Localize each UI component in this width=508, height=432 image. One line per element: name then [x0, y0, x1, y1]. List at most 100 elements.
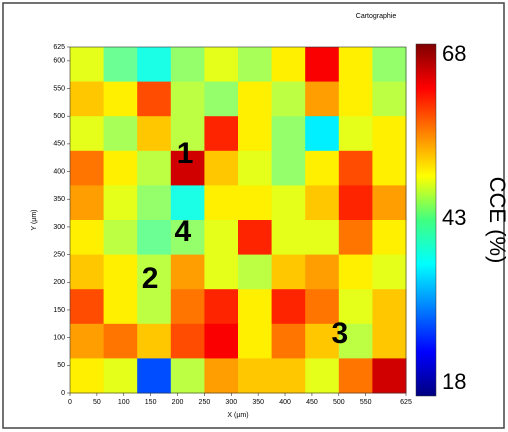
heat-cell	[305, 289, 340, 325]
heat-cell	[338, 358, 373, 394]
heat-cell	[305, 150, 340, 186]
heat-cell	[238, 358, 273, 394]
heat-cell	[372, 254, 407, 290]
x-tick-label: 350	[252, 399, 264, 406]
annotation: 4	[175, 215, 192, 248]
heat-cell	[271, 254, 306, 290]
heat-cell	[271, 150, 306, 186]
heat-cell	[137, 47, 172, 83]
heat-cell	[103, 150, 138, 186]
colorbar-label: CCE (%)	[485, 177, 508, 264]
heat-cell	[305, 254, 340, 290]
x-axis-label: X (µm)	[227, 412, 248, 419]
heat-cell	[305, 81, 340, 117]
heat-cell	[204, 323, 239, 359]
annotation: 3	[332, 317, 349, 350]
heat-cell	[372, 47, 407, 83]
x-tick-label: 450	[306, 399, 318, 406]
heat-cell	[103, 289, 138, 325]
x-tick-label: 100	[118, 399, 130, 406]
heat-cell	[137, 150, 172, 186]
heat-cell	[170, 254, 205, 290]
heat-cell	[204, 81, 239, 117]
heat-cell	[70, 150, 105, 186]
x-tick-label: 500	[333, 399, 345, 406]
y-tick-label: 500	[53, 113, 65, 120]
heat-cell	[70, 323, 105, 359]
y-tick-label: 200	[53, 279, 65, 286]
heat-cell	[238, 185, 273, 221]
heat-cell	[338, 47, 373, 83]
heat-cell	[170, 323, 205, 359]
x-tick-label: 50	[93, 399, 101, 406]
x-tick-label: 550	[360, 399, 372, 406]
heat-cell	[137, 185, 172, 221]
colorbar-tick-label: 18	[442, 369, 466, 394]
heat-cell	[338, 323, 373, 359]
heat-cell	[70, 254, 105, 290]
heat-cell	[305, 220, 340, 256]
x-tick-label: 250	[199, 399, 211, 406]
heat-cell	[170, 81, 205, 117]
heat-cell	[271, 289, 306, 325]
y-tick-label: 350	[53, 196, 65, 203]
annotation: 1	[177, 137, 194, 170]
heat-cell	[372, 150, 407, 186]
heat-cell	[103, 323, 138, 359]
y-tick-label: 100	[53, 334, 65, 341]
y-tick-label: 150	[53, 307, 65, 314]
heat-cell	[271, 185, 306, 221]
heat-cell	[338, 116, 373, 152]
x-tick-label: 150	[145, 399, 157, 406]
plot-frame	[69, 46, 407, 394]
heat-cell	[305, 358, 340, 394]
heat-cell	[204, 289, 239, 325]
heat-cell	[204, 150, 239, 186]
heat-cell	[170, 116, 205, 152]
heat-cell	[305, 47, 340, 83]
heat-cell	[238, 289, 273, 325]
heat-cell	[372, 220, 407, 256]
heat-cell	[238, 323, 273, 359]
heat-cell	[204, 220, 239, 256]
heat-cell	[103, 220, 138, 256]
heat-cell	[305, 185, 340, 221]
heat-cell	[271, 323, 306, 359]
heat-cell	[103, 358, 138, 394]
heat-cell	[204, 358, 239, 394]
annotation: 2	[142, 262, 159, 295]
y-tick-label: 625	[53, 44, 65, 51]
heat-cell	[137, 254, 172, 290]
heat-cell	[372, 116, 407, 152]
heat-cell	[338, 81, 373, 117]
heat-cell	[70, 289, 105, 325]
heat-cell	[170, 289, 205, 325]
x-tick-label: 400	[279, 399, 291, 406]
heat-cell	[372, 323, 407, 359]
heat-cell	[70, 220, 105, 256]
heat-cell	[170, 47, 205, 83]
heat-cell	[204, 47, 239, 83]
y-tick-label: 550	[53, 85, 65, 92]
y-tick-label: 400	[53, 168, 65, 175]
y-axis-label: Y (µm)	[31, 209, 38, 230]
x-tick-label: 200	[172, 399, 184, 406]
y-tick-label: 50	[57, 362, 65, 369]
heat-cell	[204, 185, 239, 221]
x-tick-label: 0	[68, 399, 72, 406]
heat-cell	[271, 358, 306, 394]
heat-cell	[372, 358, 407, 394]
heat-cell	[372, 81, 407, 117]
y-tick-label: 450	[53, 141, 65, 148]
heat-cell	[70, 81, 105, 117]
heat-cell	[70, 116, 105, 152]
heat-cell	[338, 254, 373, 290]
heat-cell	[271, 116, 306, 152]
heat-cell	[238, 220, 273, 256]
heat-cell	[338, 150, 373, 186]
heat-cell	[137, 323, 172, 359]
heat-cell	[70, 358, 105, 394]
heat-cell	[238, 81, 273, 117]
x-tick-label: 625	[400, 399, 412, 406]
